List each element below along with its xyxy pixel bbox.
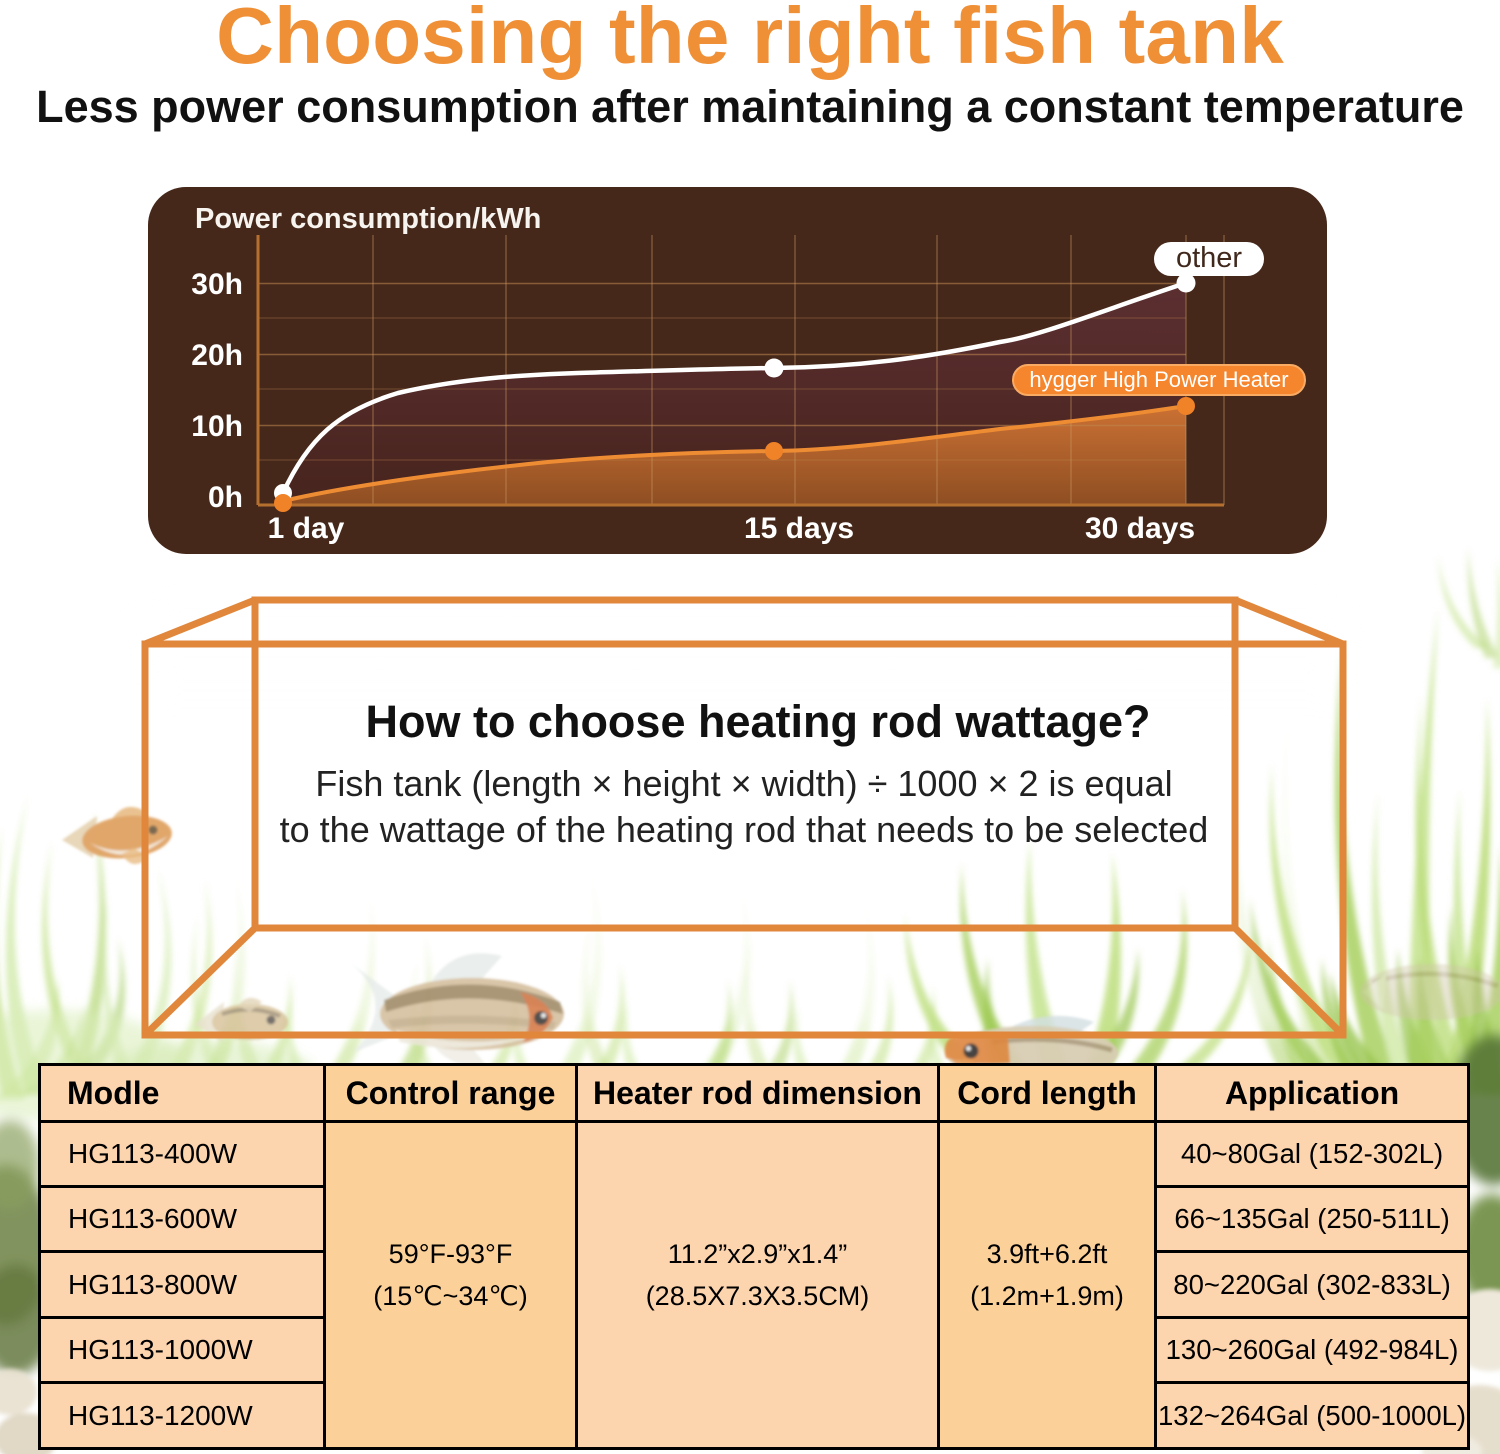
svg-text:30 days: 30 days xyxy=(1085,512,1195,545)
svg-text:1 day: 1 day xyxy=(268,512,345,545)
svg-text:20h: 20h xyxy=(191,339,243,372)
svg-text:Power consumption/kWh: Power consumption/kWh xyxy=(195,203,541,235)
svg-text:0h: 0h xyxy=(208,481,243,514)
svg-text:10h: 10h xyxy=(191,410,243,443)
svg-text:other: other xyxy=(1176,242,1242,274)
svg-text:15 days: 15 days xyxy=(744,512,854,545)
svg-text:30h: 30h xyxy=(191,268,243,301)
svg-text:hygger High Power Heater: hygger High Power Heater xyxy=(1029,367,1288,392)
